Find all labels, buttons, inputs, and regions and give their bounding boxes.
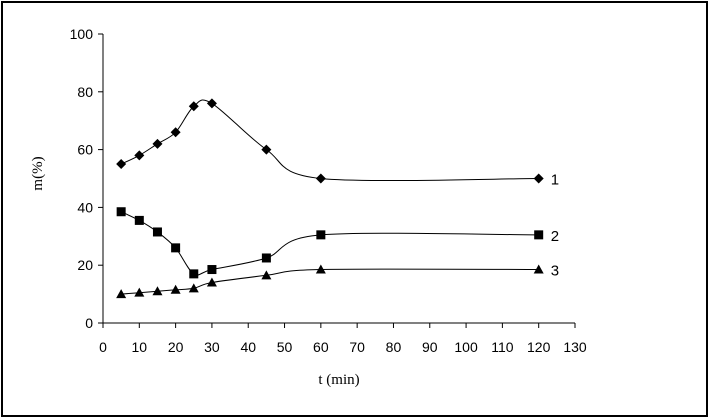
series-2-point [534, 230, 544, 240]
series-2-point [316, 230, 326, 240]
series-3-point [315, 264, 326, 274]
series-3-point [261, 270, 272, 280]
x-tick-label: 90 [422, 339, 438, 355]
series-2-point [189, 269, 199, 279]
series-2-point [207, 265, 217, 275]
series-3-point [206, 277, 217, 287]
series-2-point [152, 227, 162, 237]
series-2-point [116, 207, 126, 217]
series-1-line [120, 99, 539, 182]
series-1-point [152, 138, 163, 149]
series-2-line [120, 211, 539, 276]
series-1-point [134, 150, 145, 161]
series-1-point [315, 173, 326, 184]
series-3-label: 3 [551, 263, 559, 280]
y-tick-label: 0 [85, 315, 93, 331]
series-2-point [134, 215, 144, 225]
y-tick-label: 20 [77, 257, 93, 273]
x-axis-title: t (min) [318, 372, 359, 388]
x-tick-label: 60 [313, 339, 329, 355]
series-3-line [121, 268, 539, 295]
series-3-point [116, 289, 127, 299]
x-tick-label: 120 [527, 339, 551, 355]
series-lines [120, 99, 539, 295]
series-1-label: 1 [551, 172, 559, 189]
x-tick-label: 80 [386, 339, 402, 355]
x-tick-label: 130 [563, 339, 587, 355]
x-tick-label: 40 [240, 339, 256, 355]
series-3-point [152, 286, 163, 296]
series-2-label: 2 [551, 228, 559, 245]
series-3-point [170, 284, 181, 294]
series-labels: 1 2 3 [551, 172, 559, 280]
series-1-point [116, 159, 127, 170]
x-tick-label: 10 [132, 339, 148, 355]
series-3-point [188, 283, 199, 293]
x-tick-label: 100 [454, 339, 478, 355]
series-2-point [261, 253, 271, 263]
x-tick-label: 70 [349, 339, 365, 355]
series-1-point [188, 101, 199, 112]
x-tick-label: 20 [168, 339, 184, 355]
x-tick-label: 30 [204, 339, 220, 355]
y-tick-label: 40 [77, 199, 93, 215]
series-1-point [170, 127, 181, 138]
y-tick-label: 100 [70, 26, 94, 42]
series-markers [116, 98, 544, 299]
series-1-point [206, 98, 217, 109]
x-tick-label: 0 [99, 339, 107, 355]
tick-labels: 0 20 40 60 80 100 0 10 20 30 40 50 60 70 80 90 100 110 120… [70, 26, 587, 355]
x-tick-label: 110 [491, 339, 514, 355]
series-2-point [171, 243, 181, 253]
series-1-point [533, 173, 544, 184]
x-tick-label: 50 [277, 339, 293, 355]
axes [98, 33, 576, 328]
series-3-point [533, 264, 544, 274]
y-axis-title: m(%) [30, 156, 46, 190]
y-tick-label: 60 [77, 142, 93, 158]
series-1-point [261, 144, 272, 155]
series-3-point [134, 287, 145, 297]
y-tick-label: 80 [77, 84, 93, 100]
